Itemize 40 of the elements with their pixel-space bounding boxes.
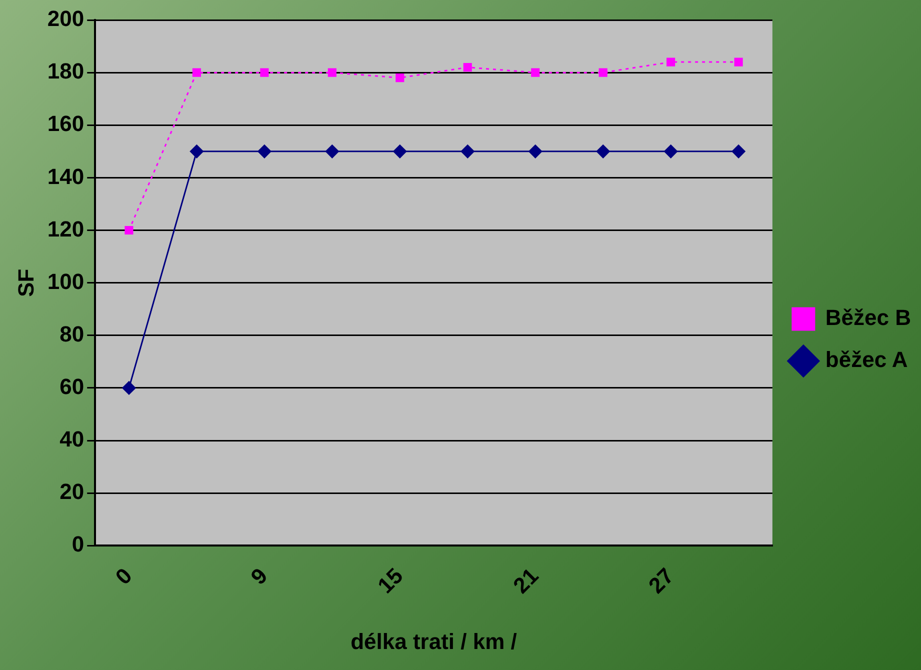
point: [122, 381, 136, 395]
point: [596, 144, 610, 158]
point: [664, 144, 678, 158]
x-axis-title: délka trati / km /: [350, 628, 517, 654]
y-tick-label: 80: [60, 321, 84, 346]
legend-label: Běžec B: [825, 305, 911, 330]
y-tick-label: 180: [47, 58, 84, 84]
legend-label: běžec A: [825, 347, 908, 372]
y-tick-label: 0: [72, 532, 84, 557]
y-tick-label: 120: [47, 216, 84, 242]
point: [598, 68, 608, 77]
y-tick-label: 140: [47, 164, 84, 189]
y-tick-label: 100: [47, 268, 84, 294]
point: [124, 226, 134, 235]
point: [732, 144, 746, 158]
x-tick-label: 27: [644, 563, 679, 598]
point: [666, 58, 676, 66]
x-tick-label: 21: [508, 563, 544, 598]
point: [325, 144, 339, 158]
y-axis-title: SF: [13, 268, 38, 297]
x-tick-label: 15: [372, 563, 408, 598]
point: [328, 68, 336, 77]
y-tick-label: 200: [47, 6, 84, 32]
x-tick-label: 9: [246, 563, 272, 590]
x-tick-label: 0: [110, 563, 137, 590]
point: [393, 144, 407, 158]
point: [192, 68, 201, 77]
point: [734, 58, 743, 66]
point: [528, 144, 542, 158]
point: [463, 63, 472, 72]
y-tick-label: 160: [47, 111, 84, 136]
point: [531, 68, 540, 77]
y-tick-label: 20: [60, 479, 84, 504]
point: [396, 74, 404, 82]
point: [258, 144, 272, 158]
y-tick-label: 60: [60, 374, 84, 400]
point: [460, 144, 474, 158]
y-tick-label: 40: [60, 426, 84, 452]
point: [190, 144, 204, 158]
point: [260, 68, 269, 77]
